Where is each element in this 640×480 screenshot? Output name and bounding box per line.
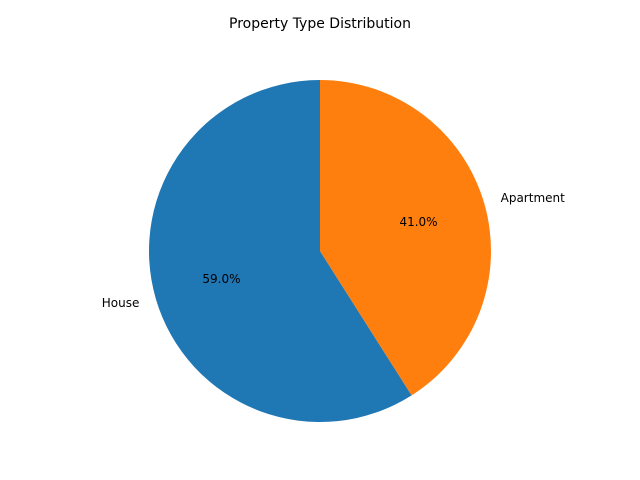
pie-slice-apartment: [320, 80, 491, 396]
pie-labels: House 59.0% Apartment 41.0%: [102, 191, 565, 310]
chart-title: Property Type Distribution: [229, 16, 411, 32]
slice-label-apartment: Apartment: [501, 191, 565, 205]
slice-label-house: House: [102, 296, 140, 310]
slice-percent-apartment: 41.0%: [399, 215, 437, 229]
pie-slice-house: [149, 80, 412, 423]
pie-slices: [149, 80, 491, 423]
slice-percent-house: 59.0%: [202, 272, 240, 286]
